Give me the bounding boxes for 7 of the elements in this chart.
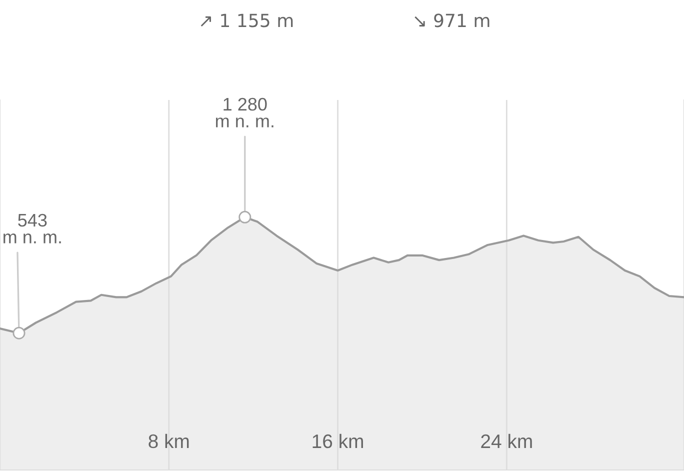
annotation: 543 m n. m.	[4, 214, 61, 244]
text: ↗ 1 155 m	[200, 14, 293, 28]
text: ↘ 971 m	[414, 14, 490, 28]
x-tick-label: 8 km	[148, 434, 189, 448]
x-tick-label: 24 km	[481, 434, 532, 448]
annotation: 1 280 m n. m.	[216, 98, 274, 128]
x-tick-label: 16 km	[312, 434, 363, 448]
